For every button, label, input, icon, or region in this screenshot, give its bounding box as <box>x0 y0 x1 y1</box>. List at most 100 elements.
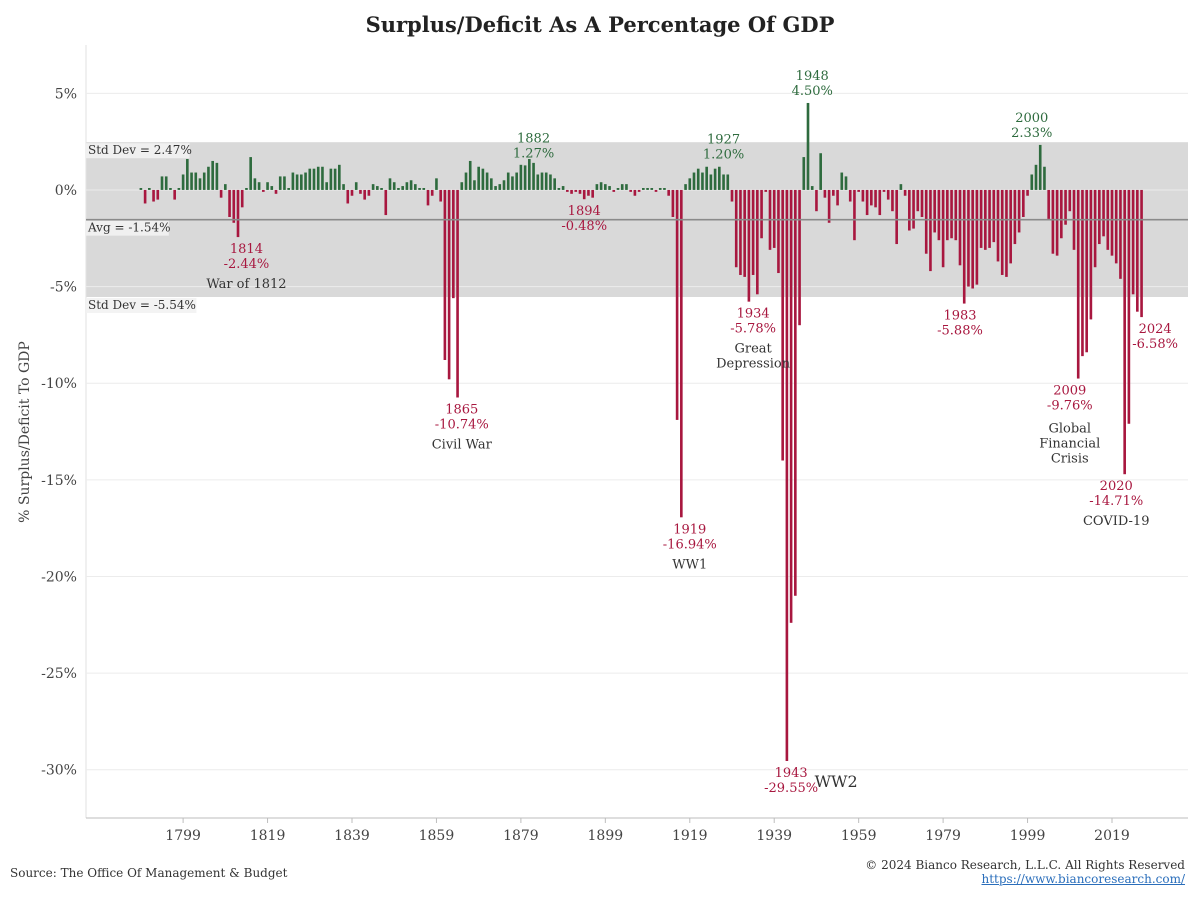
website-link[interactable]: https://www.biancoresearch.com/ <box>981 872 1185 886</box>
bar <box>169 188 172 190</box>
bar <box>502 180 506 190</box>
bar <box>789 189 793 623</box>
bar <box>532 162 535 190</box>
bar <box>257 182 261 190</box>
x-tick-label: 1939 <box>756 828 792 844</box>
annotation-year: 2000 <box>1015 111 1048 126</box>
bar <box>515 172 518 190</box>
bar <box>249 157 252 190</box>
bar <box>342 184 345 190</box>
x-tick-label: 1879 <box>503 828 539 844</box>
bar <box>878 189 882 216</box>
annotation-value: 2.33% <box>1011 126 1052 141</box>
bar <box>701 172 704 190</box>
bar <box>1119 189 1122 279</box>
annotation-value: 1.20% <box>703 148 744 163</box>
annotation-year: 1882 <box>517 131 550 146</box>
bar <box>861 189 865 202</box>
bar <box>1055 189 1059 256</box>
annotation-event: Global <box>1048 422 1091 437</box>
bar <box>1123 189 1126 475</box>
bar <box>304 172 307 190</box>
bar <box>1098 189 1101 245</box>
std-dev-lower-label: Std Dev = -5.54% <box>88 298 196 312</box>
bar <box>435 178 438 190</box>
average-label-group: Avg = -1.54% <box>86 220 171 236</box>
bar <box>211 160 214 190</box>
bar <box>325 182 328 190</box>
bar <box>667 189 670 196</box>
labels-layer: 5% 0% -5% -10% -15% -20% -25% -30% 1799 1819 1839 1… <box>17 69 1178 844</box>
x-tick-label: 1919 <box>672 828 708 844</box>
annotation-year: 1865 <box>445 402 478 417</box>
bar <box>405 182 409 190</box>
bar <box>870 189 873 206</box>
bar <box>1017 189 1021 233</box>
bar <box>1047 189 1050 219</box>
bar <box>962 189 966 304</box>
bar <box>823 189 827 198</box>
y-tick-label: -5% <box>50 280 77 296</box>
annotation-value: -29.55% <box>764 781 818 796</box>
copyright-text: © 2024 Bianco Research, L.L.C. All Right… <box>865 858 1185 872</box>
bar <box>392 182 396 190</box>
bar <box>240 189 244 208</box>
bar <box>785 189 789 761</box>
bar <box>1076 189 1080 379</box>
bar <box>1043 166 1046 190</box>
bar <box>359 189 362 194</box>
bar <box>781 189 784 461</box>
bar <box>1114 189 1118 264</box>
bar <box>912 189 915 229</box>
y-axis-label: % Surplus/Deficit To GDP <box>17 341 33 523</box>
bar <box>481 168 485 190</box>
x-tick-label: 1979 <box>925 828 961 844</box>
bar <box>810 186 814 190</box>
bar <box>684 184 687 190</box>
bar <box>333 168 337 190</box>
bar <box>874 189 877 208</box>
bar <box>899 184 903 190</box>
annotation-value: -16.94% <box>663 537 717 552</box>
bar <box>646 188 649 190</box>
bar <box>798 189 801 326</box>
bar <box>882 189 886 192</box>
bar <box>637 189 641 192</box>
annotation-value: -2.44% <box>224 257 270 272</box>
bar <box>1068 189 1072 212</box>
bar <box>853 189 856 241</box>
bar <box>827 189 831 223</box>
bar <box>591 189 594 198</box>
bar <box>1140 189 1143 318</box>
bar <box>287 188 290 190</box>
bar <box>447 189 451 380</box>
bar <box>388 178 392 190</box>
bar <box>996 189 1000 262</box>
bar <box>633 189 637 196</box>
bar <box>806 102 810 190</box>
y-tick-label: -20% <box>41 569 77 585</box>
x-tick-label: 1959 <box>841 828 877 844</box>
bar <box>734 189 738 268</box>
bar <box>971 189 974 289</box>
bar <box>350 189 354 196</box>
bar <box>992 189 996 243</box>
chart-title: Surplus/Deficit As A Percentage Of GDP <box>365 12 835 37</box>
bar <box>819 153 822 190</box>
bar <box>1005 189 1008 277</box>
bar <box>186 159 189 190</box>
bar <box>198 178 202 190</box>
bar <box>1081 189 1084 357</box>
bar <box>1110 189 1114 256</box>
bar <box>164 176 168 190</box>
bar <box>705 166 708 190</box>
bar <box>675 189 679 420</box>
annotation-event: Great <box>734 342 772 357</box>
bar <box>430 189 434 196</box>
bar <box>384 189 388 216</box>
bar <box>671 189 675 217</box>
bar <box>321 166 324 190</box>
bar <box>312 168 316 190</box>
std-dev-lower-label-bg <box>86 297 197 313</box>
annotation-year: 2009 <box>1053 384 1086 399</box>
